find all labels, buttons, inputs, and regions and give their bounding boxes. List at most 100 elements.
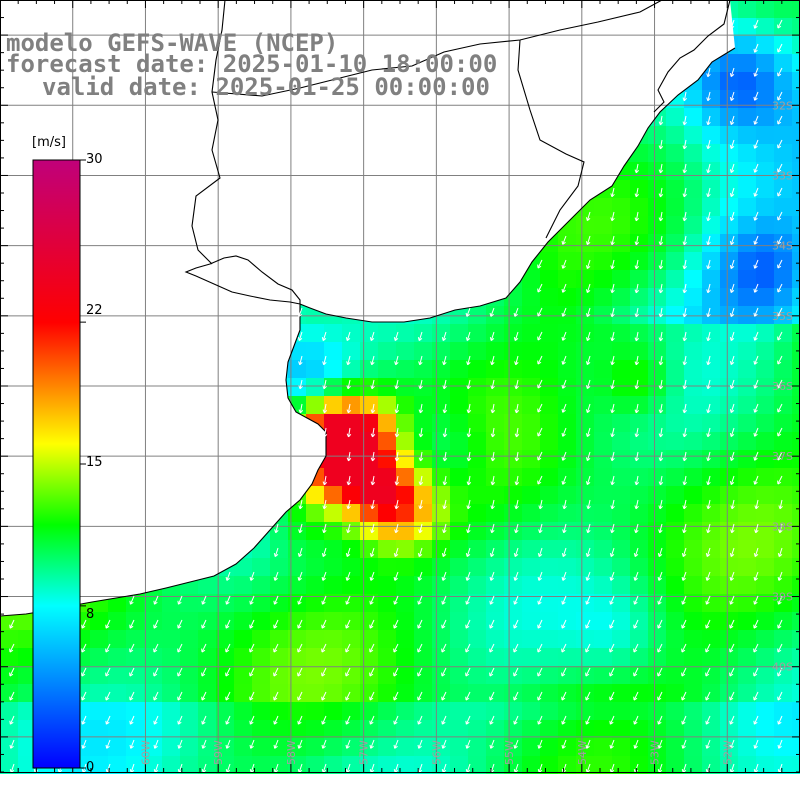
wind-speed-cell bbox=[594, 324, 612, 342]
wind-arrow bbox=[657, 667, 663, 677]
wind-arrow bbox=[537, 643, 543, 653]
wind-speed-cell bbox=[684, 432, 702, 450]
wind-arrow bbox=[729, 211, 735, 221]
wind-arrow bbox=[225, 715, 231, 725]
wind-speed-cell bbox=[288, 612, 306, 630]
wind-arrow bbox=[753, 91, 759, 101]
wind-speed-cell bbox=[756, 198, 774, 216]
wind-arrow bbox=[489, 595, 495, 605]
wind-arrow bbox=[298, 523, 303, 534]
wind-speed-cell bbox=[684, 342, 702, 360]
wind-speed-cell bbox=[720, 396, 738, 414]
wind-arrow bbox=[393, 571, 399, 581]
wind-speed-cell bbox=[738, 486, 756, 504]
wind-speed-cell bbox=[594, 252, 612, 270]
wind-arrow bbox=[393, 667, 399, 677]
wind-speed-cell bbox=[720, 126, 738, 144]
wind-speed-cell bbox=[756, 648, 774, 666]
wind-speed-cell bbox=[774, 108, 792, 126]
wind-speed-cell bbox=[738, 90, 756, 108]
wind-speed-cell bbox=[486, 342, 504, 360]
wind-arrow bbox=[346, 427, 352, 438]
wind-speed-cell bbox=[738, 360, 756, 378]
wind-speed-cell bbox=[540, 378, 558, 396]
wind-arrow bbox=[417, 691, 423, 701]
wind-speed-cell bbox=[648, 450, 666, 468]
wind-arrow bbox=[705, 547, 711, 557]
wind-arrow bbox=[105, 691, 111, 701]
wind-speed-cell bbox=[666, 558, 684, 576]
wind-arrow bbox=[465, 547, 471, 557]
wind-speed-cell bbox=[396, 756, 414, 774]
wind-arrow bbox=[321, 331, 327, 341]
wind-speed-cell bbox=[216, 666, 234, 684]
wind-speed-cell bbox=[630, 756, 648, 774]
wind-arrow bbox=[682, 115, 688, 126]
wind-arrow bbox=[585, 211, 591, 221]
wind-speed-cell bbox=[612, 378, 630, 396]
wind-speed-cell bbox=[756, 180, 774, 198]
wind-arrow bbox=[225, 691, 231, 701]
wind-arrow bbox=[753, 163, 759, 173]
wind-speed-cell bbox=[540, 324, 558, 342]
wind-speed-cell bbox=[666, 288, 684, 306]
wind-speed-cell bbox=[342, 648, 360, 666]
wind-speed-cell bbox=[720, 378, 738, 396]
wind-arrow bbox=[465, 331, 471, 341]
wind-arrow bbox=[706, 115, 711, 126]
wind-speed-cell bbox=[756, 504, 774, 522]
wind-arrow bbox=[729, 67, 735, 77]
wind-speed-cell bbox=[576, 288, 594, 306]
wind-speed-cell bbox=[774, 90, 792, 108]
wind-speed-cell bbox=[468, 378, 486, 396]
wind-arrow bbox=[585, 403, 591, 413]
wind-arrow bbox=[441, 643, 447, 653]
wind-speed-cell bbox=[468, 468, 486, 486]
wind-arrow bbox=[706, 379, 711, 390]
wind-speed-cell bbox=[756, 432, 774, 450]
wind-speed-cell bbox=[612, 234, 630, 252]
wind-speed-cell bbox=[414, 414, 432, 432]
wind-speed-cell bbox=[738, 342, 756, 360]
wind-speed-cell bbox=[666, 468, 684, 486]
wind-arrow bbox=[225, 595, 231, 605]
wind-arrow bbox=[370, 499, 375, 510]
wind-speed-cell bbox=[522, 414, 540, 432]
wind-speed-cell bbox=[522, 360, 540, 378]
wind-speed-cell bbox=[738, 720, 756, 738]
wind-speed-cell bbox=[342, 738, 360, 756]
wind-speed-cell bbox=[720, 198, 738, 216]
wind-arrow bbox=[321, 667, 327, 677]
wind-speed-cell bbox=[630, 378, 648, 396]
wind-arrow bbox=[753, 283, 759, 293]
wind-arrow bbox=[777, 19, 783, 29]
wind-speed-cell bbox=[378, 414, 396, 432]
wind-speed-cell bbox=[270, 702, 288, 720]
wind-speed-cell bbox=[468, 396, 486, 414]
wind-speed-cell bbox=[450, 540, 468, 558]
wind-speed-cell bbox=[612, 414, 630, 432]
wind-arrow bbox=[729, 715, 735, 725]
wind-speed-cell bbox=[432, 468, 450, 486]
wind-speed-cell bbox=[630, 306, 648, 324]
wind-speed-cell bbox=[324, 414, 342, 432]
wind-speed-cell bbox=[540, 360, 558, 378]
wind-speed-cell bbox=[486, 414, 504, 432]
wind-speed-cell bbox=[702, 324, 720, 342]
wind-arrow bbox=[9, 739, 15, 749]
wind-speed-cell bbox=[612, 324, 630, 342]
wind-speed-cell bbox=[486, 432, 504, 450]
wind-arrow bbox=[561, 643, 567, 653]
wind-speed-cell bbox=[108, 612, 126, 630]
wind-speed-cell bbox=[792, 396, 800, 414]
wind-speed-cell bbox=[666, 432, 684, 450]
latitude-label: 34S bbox=[772, 240, 793, 253]
wind-arrow bbox=[369, 547, 375, 557]
wind-arrow bbox=[585, 547, 591, 557]
wind-speed-cell bbox=[486, 756, 504, 774]
wind-speed-cell bbox=[594, 522, 612, 540]
wind-speed-cell bbox=[396, 576, 414, 594]
wind-speed-cell bbox=[414, 504, 432, 522]
wind-speed-cell bbox=[558, 738, 576, 756]
wind-arrow bbox=[490, 355, 495, 366]
